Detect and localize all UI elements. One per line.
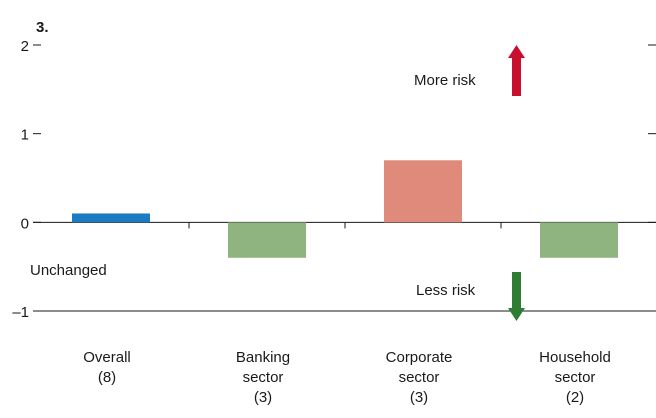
panel-label: 3.: [36, 19, 49, 36]
x-category-label: Corporate: [386, 349, 453, 366]
y-tick-label: 0: [21, 215, 29, 232]
x-category-label: (2): [566, 389, 584, 406]
x-category-label: (3): [410, 389, 428, 406]
bar: [540, 222, 618, 258]
bar: [384, 160, 462, 223]
more-risk-arrow-icon: [508, 45, 525, 96]
x-category-label: sector: [555, 369, 596, 386]
less-risk-arrow-icon: [508, 272, 525, 321]
x-category-labels: Overall (8) Banking sector (3) Corporate secto…: [83, 349, 611, 406]
x-category-label: Overall: [83, 349, 131, 366]
y-tick-label: –1: [12, 304, 29, 321]
bar: [228, 222, 306, 258]
annotation-more-risk: More risk: [414, 72, 476, 89]
x-category-label: Banking: [236, 349, 290, 366]
y-tick-label: 1: [21, 127, 29, 144]
bars: [72, 160, 618, 258]
x-category-label: Household: [539, 349, 611, 366]
x-category-label: (8): [98, 369, 116, 386]
y-tick-label: 2: [21, 38, 29, 55]
x-category-label: (3): [254, 389, 272, 406]
x-category-label: sector: [243, 369, 284, 386]
axes: [33, 44, 656, 312]
bar: [72, 213, 150, 223]
annotation-less-risk: Less risk: [416, 282, 476, 299]
x-category-label: sector: [399, 369, 440, 386]
y-tick-labels: 2 1 0 –1: [12, 38, 29, 321]
annotation-unchanged: Unchanged: [30, 262, 107, 279]
